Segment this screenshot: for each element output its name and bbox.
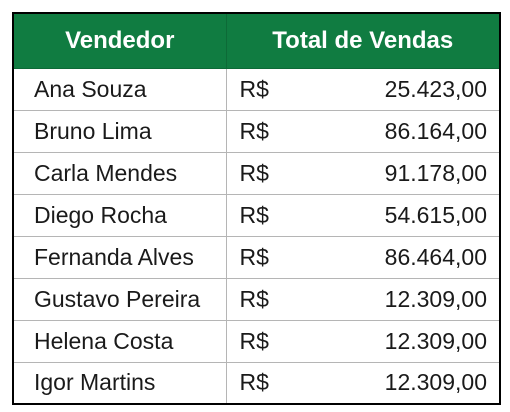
total-sales-cell[interactable]: R$ 12.309,00 xyxy=(225,277,501,321)
seller-name-cell[interactable]: Carla Mendes xyxy=(12,151,227,195)
sales-amount: 54.615,00 xyxy=(384,201,487,228)
total-sales-cell[interactable]: R$ 91.178,00 xyxy=(225,151,501,195)
total-sales-cell[interactable]: R$ 12.309,00 xyxy=(225,361,501,405)
seller-name-cell[interactable]: Bruno Lima xyxy=(12,109,227,153)
table-row: Carla Mendes R$ 91.178,00 xyxy=(12,151,501,195)
currency-symbol: R$ xyxy=(239,117,269,144)
currency-symbol: R$ xyxy=(239,243,269,270)
sales-amount: 86.164,00 xyxy=(384,117,487,144)
sales-amount: 91.178,00 xyxy=(384,159,487,186)
sales-amount: 86.464,00 xyxy=(384,243,487,270)
header-seller[interactable]: Vendedor xyxy=(12,12,227,69)
seller-name-cell[interactable]: Helena Costa xyxy=(12,319,227,363)
table-row: Helena Costa R$ 12.309,00 xyxy=(12,319,501,363)
currency-symbol: R$ xyxy=(239,75,269,102)
seller-name-cell[interactable]: Diego Rocha xyxy=(12,193,227,237)
seller-name-cell[interactable]: Ana Souza xyxy=(12,67,227,111)
header-total-sales[interactable]: Total de Vendas xyxy=(225,12,501,69)
currency-symbol: R$ xyxy=(239,369,269,396)
table-row: Bruno Lima R$ 86.164,00 xyxy=(12,109,501,153)
sales-amount: 12.309,00 xyxy=(384,369,487,396)
currency-symbol: R$ xyxy=(239,159,269,186)
total-sales-cell[interactable]: R$ 86.464,00 xyxy=(225,235,501,279)
currency-symbol: R$ xyxy=(239,201,269,228)
sales-amount: 12.309,00 xyxy=(384,327,487,354)
currency-symbol: R$ xyxy=(239,285,269,312)
seller-name-cell[interactable]: Gustavo Pereira xyxy=(12,277,227,321)
table-row: Ana Souza R$ 25.423,00 xyxy=(12,67,501,111)
total-sales-cell[interactable]: R$ 25.423,00 xyxy=(225,67,501,111)
total-sales-cell[interactable]: R$ 54.615,00 xyxy=(225,193,501,237)
table-row: Igor Martins R$ 12.309,00 xyxy=(12,361,501,405)
sales-amount: 25.423,00 xyxy=(384,75,487,102)
header-row: Vendedor Total de Vendas xyxy=(12,12,501,69)
currency-symbol: R$ xyxy=(239,327,269,354)
sales-amount: 12.309,00 xyxy=(384,285,487,312)
total-sales-cell[interactable]: R$ 86.164,00 xyxy=(225,109,501,153)
table-body: Ana Souza R$ 25.423,00 Bruno Lima R$ 86.… xyxy=(12,67,501,405)
seller-name-cell[interactable]: Fernanda Alves xyxy=(12,235,227,279)
table-row: Fernanda Alves R$ 86.464,00 xyxy=(12,235,501,279)
sales-table: Vendedor Total de Vendas Ana Souza R$ 25… xyxy=(12,12,501,405)
total-sales-cell[interactable]: R$ 12.309,00 xyxy=(225,319,501,363)
table-row: Diego Rocha R$ 54.615,00 xyxy=(12,193,501,237)
seller-name-cell[interactable]: Igor Martins xyxy=(12,361,227,405)
table-row: Gustavo Pereira R$ 12.309,00 xyxy=(12,277,501,321)
